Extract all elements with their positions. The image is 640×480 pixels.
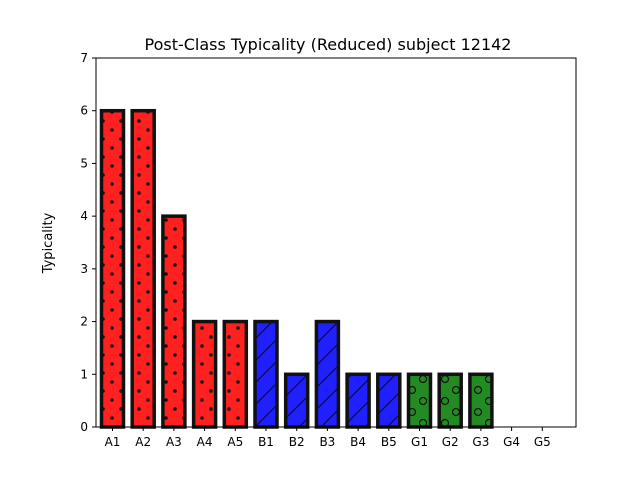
y-tick-label: 7 [80, 51, 88, 65]
x-tick-label: A2 [135, 435, 151, 449]
bar-g2 [437, 372, 463, 429]
y-tick-label: 6 [80, 104, 88, 118]
x-tick-label: A3 [166, 435, 182, 449]
bar-hatch [376, 372, 402, 429]
bar-hatch [161, 214, 187, 429]
x-tick-label: B2 [289, 435, 305, 449]
x-tick-label: B4 [350, 435, 366, 449]
bar-b2 [283, 372, 310, 429]
bar-hatch [99, 108, 126, 429]
x-tick-label: A1 [105, 435, 121, 449]
bar-g3 [468, 372, 494, 429]
bar-a2 [130, 108, 156, 429]
y-tick-label: 4 [80, 209, 88, 223]
x-tick-label: G4 [503, 435, 520, 449]
bar-hatch [345, 372, 371, 429]
bar-a3 [161, 214, 187, 429]
y-axis-label: Typicality [41, 212, 56, 274]
y-tick-label: 3 [80, 262, 88, 276]
bar-g1 [406, 372, 433, 429]
bar-hatch [437, 372, 463, 429]
bar-hatch [468, 372, 494, 429]
y-axis-ticks: 0 1 2 3 4 5 6 7 [80, 51, 96, 434]
bar-a5 [222, 319, 249, 429]
x-tick-label: G3 [472, 435, 489, 449]
bar-hatch [222, 319, 249, 429]
bar-b3 [314, 319, 341, 429]
bar-hatch [406, 372, 433, 429]
bar-hatch [130, 108, 156, 429]
bar-hatch [191, 319, 218, 429]
x-tick-label: B3 [319, 435, 335, 449]
x-tick-label: G5 [534, 435, 551, 449]
y-tick-label: 0 [80, 420, 88, 434]
bar-hatch [314, 319, 341, 429]
x-tick-label: A5 [227, 435, 243, 449]
bars-group [99, 108, 494, 429]
x-tick-label: G1 [411, 435, 428, 449]
bar-b4 [345, 372, 371, 429]
bar-hatch [253, 319, 279, 429]
x-tick-label: A4 [197, 435, 213, 449]
bar-a4 [191, 319, 218, 429]
plot-frame [95, 57, 577, 428]
y-tick-label: 2 [80, 315, 88, 329]
bar-a1 [99, 108, 126, 429]
bar-b1 [253, 319, 279, 429]
x-axis-ticks: A1 A2 A3 A4 A5 B1 B2 B3 B4 B5 G1 G2 G3 G4 G5 [105, 427, 551, 449]
x-tick-label: B5 [381, 435, 397, 449]
bar-b5 [376, 372, 402, 429]
y-tick-label: 5 [80, 156, 88, 170]
chart-title: Post-Class Typicality (Reduced) subject … [145, 35, 512, 54]
bar-hatch [283, 372, 310, 429]
x-tick-label: G2 [442, 435, 459, 449]
x-tick-label: B1 [258, 435, 274, 449]
y-tick-label: 1 [80, 367, 88, 381]
